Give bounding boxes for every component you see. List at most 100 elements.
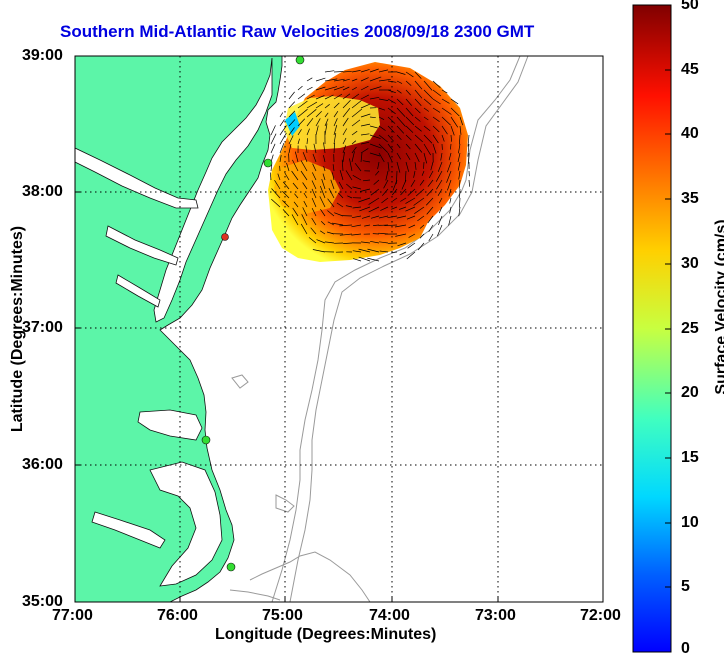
velocity-arrow [436, 179, 443, 190]
velocity-arrow [432, 125, 440, 133]
velocity-arrow [396, 161, 401, 173]
velocity-arrow [360, 188, 371, 192]
velocity-arrow [358, 248, 371, 253]
velocity-arrow [450, 107, 460, 117]
velocity-arrow [311, 172, 317, 181]
velocity-arrow [421, 170, 425, 176]
velocity-arrow [423, 98, 432, 106]
colorbar-label: Surface Velocity (cm/s) [713, 219, 724, 395]
velocity-arrow [302, 151, 308, 163]
velocity-arrow [467, 134, 470, 147]
velocity-arrow [378, 125, 386, 131]
velocity-arrow [362, 160, 371, 163]
velocity-arrow [449, 197, 452, 204]
velocity-arrow [419, 179, 425, 186]
velocity-arrow [369, 86, 382, 91]
velocity-arrow [306, 101, 318, 109]
velocity-arrow [352, 206, 362, 209]
pamlico-river [91, 511, 166, 549]
velocity-arrow [408, 224, 416, 229]
velocity-arrow [419, 224, 425, 229]
axis-ticks [74, 55, 604, 603]
velocity-arrow [360, 141, 370, 145]
velocity-arrow [446, 161, 452, 173]
velocity-arrow [396, 71, 406, 75]
colorbar-tick-label: 5 [681, 578, 690, 595]
velocity-arrow [414, 89, 423, 99]
velocity-arrow [279, 132, 287, 145]
velocity-arrow [351, 151, 355, 163]
velocity-arrow [351, 224, 362, 228]
velocity-arrow [351, 78, 358, 82]
velocity-arrow [368, 206, 380, 213]
pamlico-sound [149, 461, 223, 587]
plot-frame [74, 55, 604, 603]
velocity-arrow [432, 143, 437, 154]
velocity-arrow [359, 206, 371, 212]
station-marker [201, 435, 211, 445]
velocity-arrow [312, 153, 317, 163]
velocity-arrow [351, 146, 357, 154]
velocity-arrow [333, 102, 340, 109]
velocity-arrow [405, 161, 410, 172]
velocity-arrow [333, 111, 339, 118]
velocity-arrow [423, 134, 433, 144]
velocity-arrow [368, 197, 380, 205]
velocity-arrow [414, 107, 421, 114]
velocity-arrow [394, 224, 407, 228]
velocity-arrow [324, 104, 330, 109]
velocity-arrow [396, 215, 407, 219]
velocity-arrow [468, 152, 470, 164]
velocity-arrow [324, 112, 329, 118]
velocity-arrow [352, 258, 362, 262]
x-tick-label: 74:00 [369, 607, 410, 624]
velocity-arrow [396, 125, 405, 134]
colorbar-tick-label: 45 [681, 61, 699, 78]
velocity-arrow [414, 71, 422, 79]
velocity-arrow [315, 110, 322, 118]
velocity-arrow [360, 113, 371, 118]
velocity-arrow [324, 70, 335, 73]
velocity-arrow [364, 224, 371, 227]
velocity-arrow [369, 134, 381, 139]
velocity-arrow [450, 134, 452, 142]
velocity-arrow [351, 100, 362, 109]
velocity-arrow [342, 86, 350, 91]
velocity-arrow [423, 125, 431, 132]
velocity-arrow [288, 143, 292, 154]
velocity-arrow [414, 143, 423, 153]
station-marker [221, 233, 229, 241]
velocity-arrow [358, 197, 371, 203]
velocity-arrow [320, 230, 326, 235]
velocity-arrow [362, 179, 371, 182]
velocity-arrow [331, 172, 335, 181]
velocity-arrow [324, 86, 338, 91]
velocity-arrow [342, 107, 351, 118]
velocity-arrow [380, 206, 389, 211]
velocity-arrow [385, 170, 389, 181]
velocity-arrow [448, 152, 452, 161]
velocity-arrow [293, 201, 299, 208]
velocity-arrow [405, 89, 411, 96]
velocity-arrow [288, 127, 295, 136]
velocity-arrow [333, 118, 338, 127]
velocity-arrow [405, 80, 412, 86]
x-tick-label: 73:00 [475, 607, 516, 624]
velocity-arrow [414, 134, 423, 143]
velocity-arrow [319, 185, 326, 199]
velocity-arrow [427, 215, 434, 224]
velocity-arrow [378, 69, 389, 73]
velocity-arrow [292, 159, 299, 172]
velocity-arrow [288, 135, 294, 145]
velocity-arrow [324, 118, 329, 127]
velocity-arrow [270, 164, 273, 172]
velocity-arrow [324, 241, 335, 244]
velocity-arrow [369, 116, 376, 119]
velocity-arrow [384, 224, 398, 227]
velocity-arrow [369, 76, 382, 82]
x-axis-label: Longitude (Degrees:Minutes) [215, 626, 437, 643]
velocity-arrow [407, 242, 416, 249]
velocity-arrow [448, 215, 452, 226]
velocity-arrow [313, 143, 317, 154]
velocity-arrow [458, 170, 461, 180]
